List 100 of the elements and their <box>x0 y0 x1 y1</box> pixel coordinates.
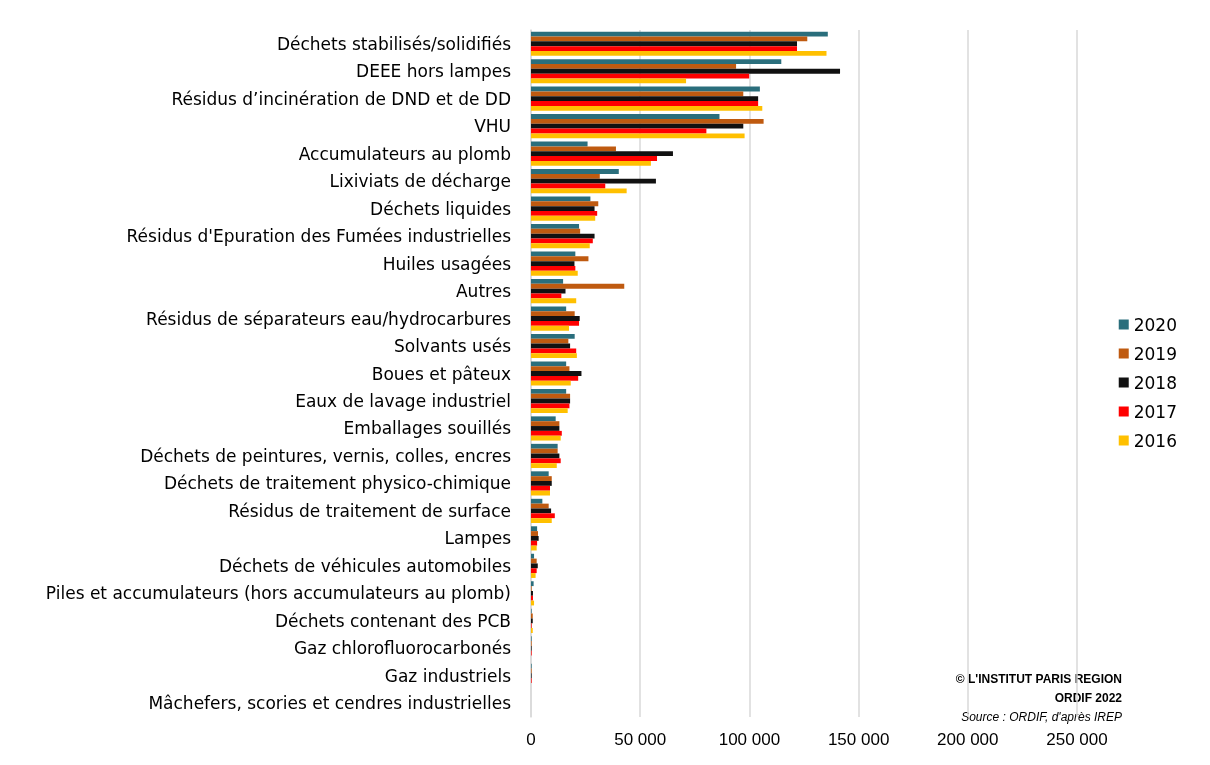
bar <box>531 101 759 106</box>
y-tick-label: Résidus d'Epuration des Fumées industrielles <box>126 226 512 247</box>
bar <box>531 366 570 372</box>
bar <box>531 169 619 174</box>
bar <box>531 316 580 321</box>
bar <box>531 320 580 326</box>
annotation: © L'INSTITUT PARIS REGION <box>955 672 1122 686</box>
bar <box>531 50 827 56</box>
bar <box>531 96 759 102</box>
x-tick-label: 150 000 <box>827 730 890 749</box>
bar <box>531 114 720 119</box>
bar <box>531 256 589 262</box>
bar <box>531 443 558 449</box>
bar <box>531 188 627 194</box>
bar <box>531 261 575 266</box>
bar <box>531 430 562 436</box>
bar <box>531 266 576 271</box>
bar <box>531 133 745 139</box>
annotation: Source : ORDIF, d'après IREP <box>961 710 1122 724</box>
bar <box>531 173 600 179</box>
y-tick-label: Gaz industriels <box>384 665 512 686</box>
legend-label: 2016 <box>1133 430 1177 451</box>
bar <box>531 416 556 422</box>
y-tick-label: Eaux de lavage industriel <box>295 390 511 411</box>
bar <box>531 535 539 541</box>
bar <box>531 105 763 111</box>
bar <box>531 458 561 464</box>
bar <box>531 91 744 97</box>
y-tick-label: Boues et pâteux <box>371 363 511 384</box>
bar <box>531 573 536 578</box>
bar <box>531 63 737 69</box>
y-tick-label: Huiles usagées <box>382 253 512 274</box>
y-tick-label: Déchets contenant des PCB <box>274 610 511 631</box>
y-tick-label: Solvants usés <box>393 336 512 357</box>
bar <box>531 531 538 536</box>
bar <box>531 333 575 339</box>
bar <box>531 211 598 216</box>
bar <box>531 371 582 376</box>
bar <box>531 123 744 129</box>
y-tick-label: Déchets de traitement physico-chimique <box>163 473 511 494</box>
y-tick-label: Emballages souillés <box>343 418 512 439</box>
bar <box>531 513 555 519</box>
bar <box>531 311 575 317</box>
y-tick-label: Mâchefers, scories et cendres industrielles <box>148 693 512 714</box>
bar <box>531 228 581 234</box>
bar <box>531 426 560 431</box>
bar <box>531 68 841 74</box>
legend-label: 2019 <box>1133 343 1177 364</box>
x-tick-label: 100 000 <box>718 730 781 749</box>
bar <box>531 471 549 477</box>
bar <box>531 353 577 359</box>
bar <box>531 46 798 51</box>
bar <box>531 233 595 239</box>
y-tick-label: Lixiviats de décharge <box>329 171 511 192</box>
bar <box>531 325 569 331</box>
bar <box>531 408 568 414</box>
bar <box>531 215 596 221</box>
annotation: ORDIF 2022 <box>1054 691 1123 705</box>
bar <box>531 476 552 481</box>
y-tick-label: Déchets de véhicules automobiles <box>218 555 512 576</box>
bar <box>531 508 552 514</box>
bar <box>531 201 599 207</box>
legend-label: 2017 <box>1133 401 1177 422</box>
y-tick-label: Résidus de traitement de surface <box>228 500 511 521</box>
bar <box>531 463 557 469</box>
bar <box>531 388 567 394</box>
bar <box>531 361 567 367</box>
bar <box>531 118 764 124</box>
bar <box>531 490 550 496</box>
bar <box>531 380 571 386</box>
y-tick-label: Résidus de séparateurs eau/hydrocarbures <box>146 308 512 329</box>
y-tick-label: Déchets de peintures, vernis, colles, encres <box>140 445 512 466</box>
bar <box>531 526 538 532</box>
x-tick-label: 50 000 <box>614 730 667 749</box>
bar <box>531 59 782 64</box>
legend-label: 2020 <box>1133 314 1177 335</box>
bar <box>531 243 590 249</box>
x-tick-label: 0 <box>526 730 536 749</box>
bar <box>531 448 558 454</box>
bar <box>531 78 687 84</box>
y-tick-label: Déchets stabilisés/solidifiés <box>276 33 512 54</box>
y-tick-label: Piles et accumulateurs (hors accumulateurs au plomb) <box>45 583 511 604</box>
bar <box>531 206 595 212</box>
bar <box>531 41 798 47</box>
bar <box>531 393 571 399</box>
bar <box>531 498 543 504</box>
y-tick-label: Autres <box>455 281 512 302</box>
bar <box>531 348 577 354</box>
bar <box>531 270 578 276</box>
y-tick-label: VHU <box>474 116 511 137</box>
bar <box>531 553 535 559</box>
bar <box>531 421 560 427</box>
legend-label: 2018 <box>1133 372 1177 393</box>
bar <box>531 481 552 486</box>
y-tick-label: Gaz chlorofluorocarbonés <box>293 638 512 659</box>
bar <box>531 178 656 184</box>
bar <box>531 298 577 304</box>
bar <box>531 36 808 42</box>
bar <box>531 278 564 284</box>
y-tick-label: Déchets liquides <box>370 198 512 219</box>
